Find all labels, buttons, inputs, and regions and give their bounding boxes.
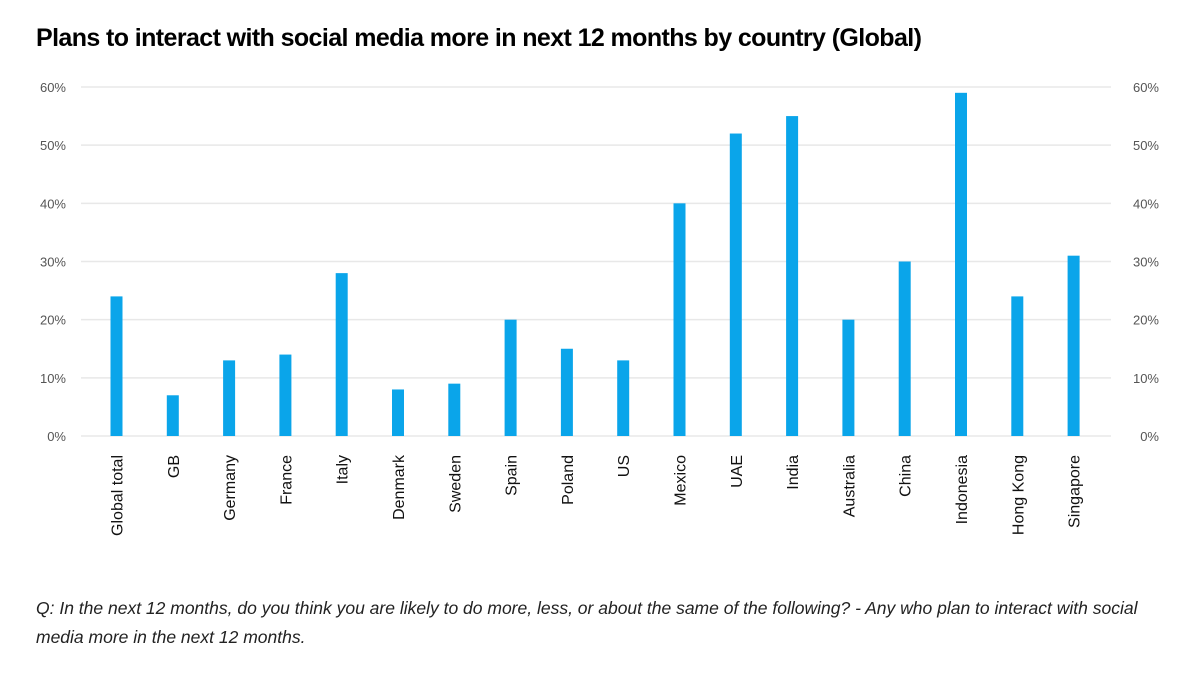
- y-tick-label-right: 20%: [1133, 313, 1159, 328]
- y-tick-label-left: 0%: [47, 429, 66, 444]
- x-tick-label: UAE: [729, 455, 746, 488]
- bars: [110, 92, 1080, 437]
- y-tick-label-left: 60%: [40, 80, 66, 95]
- bar-mexico: [673, 203, 686, 436]
- y-tick-label-left: 20%: [40, 313, 66, 328]
- x-tick-label: Australia: [841, 455, 858, 517]
- y-tick-label-left: 30%: [40, 255, 66, 270]
- gridlines: [81, 86, 1111, 437]
- bar-spain: [504, 319, 517, 436]
- x-tick-label: Spain: [504, 455, 521, 496]
- y-tick-label-right: 10%: [1133, 371, 1159, 386]
- y-tick-label-left: 10%: [40, 371, 66, 386]
- bar-india: [786, 116, 799, 436]
- y-tick-label-right: 0%: [1140, 429, 1159, 444]
- y-tick-label-left: 40%: [40, 196, 66, 211]
- x-tick-label: Singapore: [1067, 455, 1084, 528]
- x-tick-label: Indonesia: [954, 455, 971, 524]
- x-tick-label: Mexico: [673, 455, 690, 506]
- y-axis-right: 0% 10% 20% 30% 40% 50% 60%: [1133, 80, 1159, 444]
- bar-uae: [729, 133, 742, 437]
- y-tick-label-right: 30%: [1133, 255, 1159, 270]
- x-tick-label: Poland: [560, 455, 577, 505]
- x-tick-label: Sweden: [447, 455, 464, 513]
- bar-singapore: [1067, 255, 1080, 436]
- bar-us: [617, 360, 630, 436]
- bar-sweden: [448, 383, 461, 436]
- question-footnote: Q: In the next 12 months, do you think y…: [36, 598, 1138, 647]
- bar-germany: [223, 360, 236, 436]
- chart-title: Plans to interact with social media more…: [36, 24, 922, 52]
- bar-denmark: [392, 389, 404, 436]
- x-tick-label: Germany: [222, 455, 239, 521]
- y-axis-left: 0% 10% 20% 30% 40% 50% 60%: [40, 80, 66, 444]
- x-tick-label: Denmark: [391, 454, 408, 520]
- x-tick-label: India: [785, 455, 802, 490]
- x-tick-label: Italy: [335, 455, 352, 484]
- x-tick-label: Global total: [110, 455, 127, 536]
- x-tick-label: China: [898, 455, 915, 497]
- bar-poland: [560, 348, 573, 436]
- y-tick-label-right: 50%: [1133, 138, 1159, 153]
- bar-france: [279, 354, 292, 436]
- x-axis-labels: Global total GB Germany France Italy Denmark S…: [110, 454, 1084, 536]
- bar-italy: [335, 273, 348, 436]
- y-tick-label-right: 60%: [1133, 80, 1159, 95]
- bar-hong-kong: [1011, 296, 1024, 436]
- x-tick-label: GB: [166, 455, 183, 478]
- x-tick-label: Hong Kong: [1010, 455, 1027, 535]
- x-tick-label: France: [278, 455, 295, 505]
- y-tick-label-left: 50%: [40, 138, 66, 153]
- bar-global-total: [110, 296, 123, 436]
- y-tick-label-right: 40%: [1133, 196, 1159, 211]
- bar-indonesia: [955, 92, 967, 437]
- x-tick-label: US: [616, 455, 633, 477]
- bar-australia: [842, 319, 855, 436]
- bar-gb: [166, 395, 179, 436]
- bar-china: [898, 261, 911, 436]
